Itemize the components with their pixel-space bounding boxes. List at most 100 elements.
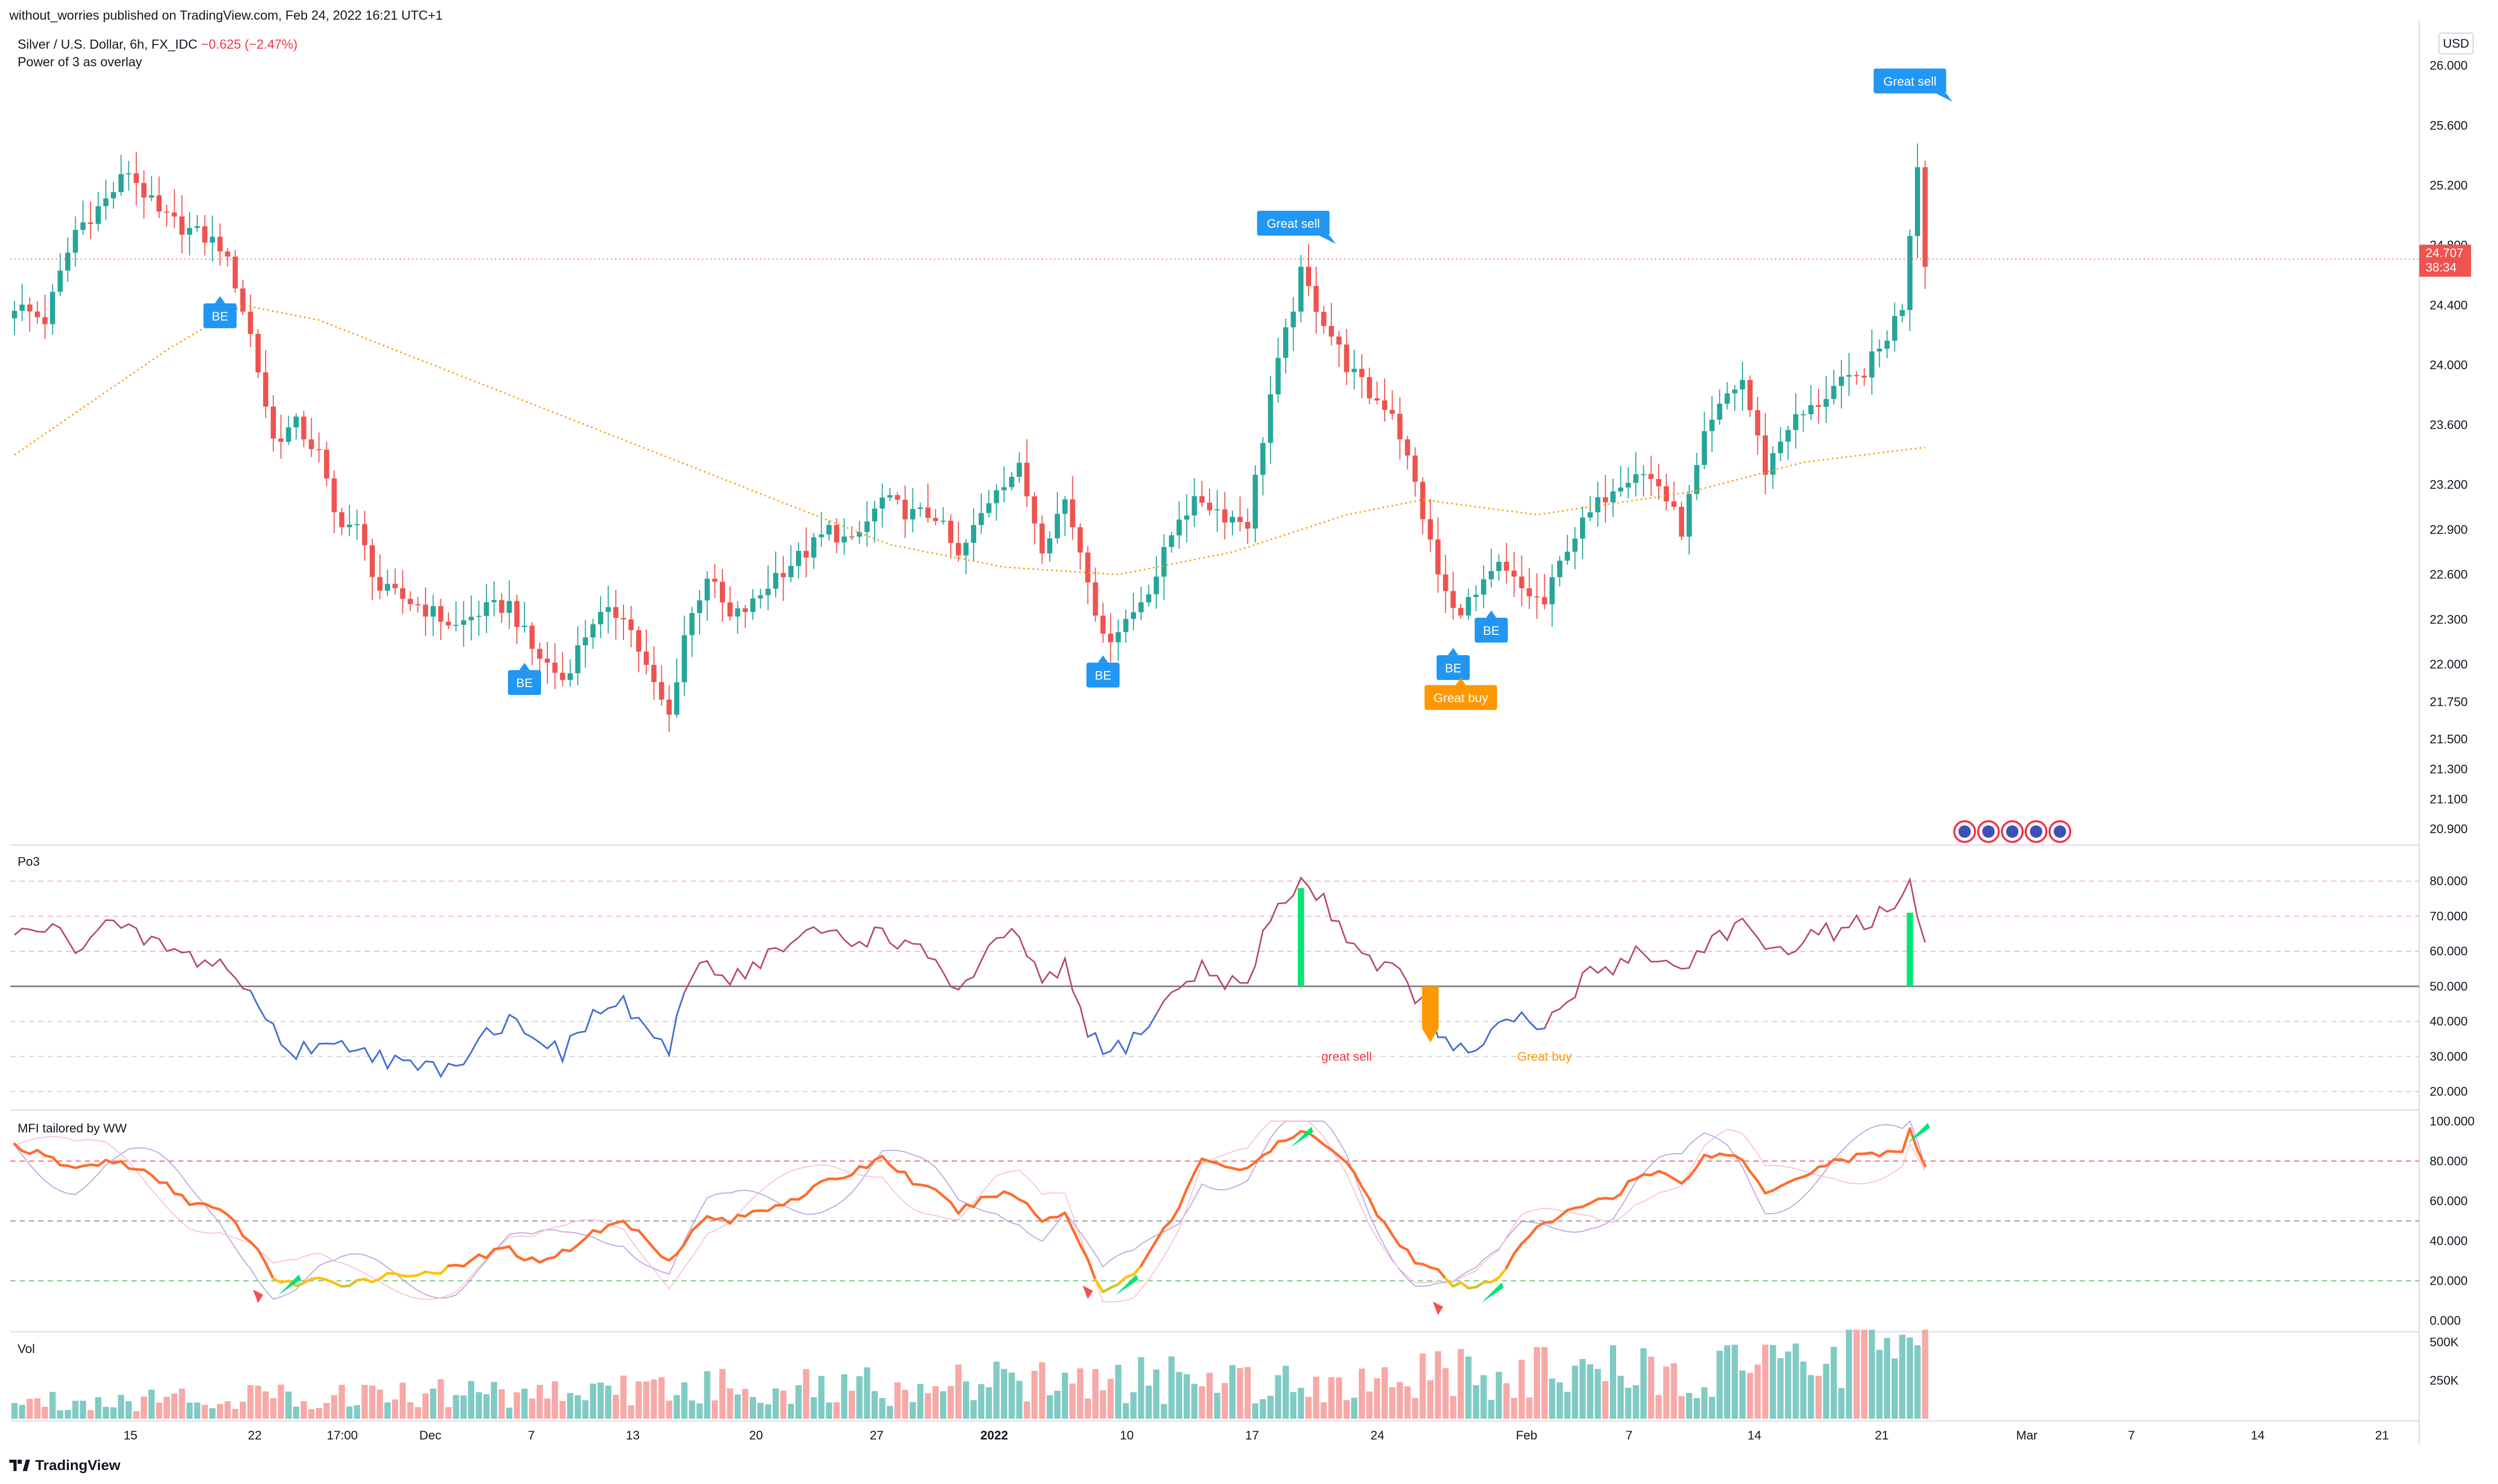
volume-bar	[1831, 1347, 1837, 1419]
volume-bar	[1084, 1398, 1091, 1419]
last-price-label	[2419, 244, 2471, 277]
volume-bar	[1222, 1383, 1228, 1419]
candle-body	[803, 550, 809, 558]
mfi-signal-wedge	[1290, 1127, 1314, 1148]
volume-bar	[240, 1402, 246, 1419]
candle-body	[1610, 491, 1616, 503]
signal-pointer	[1936, 93, 1953, 102]
candle-body	[1640, 474, 1646, 475]
candle-body	[453, 624, 459, 626]
mfi-line-segment	[74, 1165, 84, 1169]
volume-bar	[460, 1395, 467, 1419]
mfi-line-segment	[957, 1203, 967, 1215]
po3-axis-tick: 60.000	[2430, 944, 2467, 958]
volume-bar	[1693, 1398, 1700, 1419]
candle-body	[134, 173, 139, 183]
candle-body	[583, 637, 588, 646]
volume-bar	[567, 1393, 574, 1419]
mfi-line-segment	[645, 1238, 656, 1250]
volume-bar	[1191, 1384, 1198, 1419]
mfi-line-segment	[1170, 1206, 1181, 1222]
mfi-line-segment	[219, 1208, 229, 1216]
mfi-signal-wedge	[1907, 1123, 1930, 1144]
candle-body	[1785, 430, 1791, 442]
volume-bar	[1838, 1388, 1845, 1419]
candle-body	[895, 495, 901, 500]
mfi-line-segment	[569, 1243, 579, 1253]
volume-bar	[521, 1388, 528, 1419]
signal-pointer	[214, 296, 225, 303]
volume-bar	[1846, 1330, 1852, 1419]
time-axis-tick: 20	[749, 1429, 763, 1443]
mfi-line-segment	[1733, 1154, 1744, 1161]
volume-bar	[841, 1374, 848, 1419]
candle-body	[385, 584, 390, 591]
candle-body	[202, 226, 208, 243]
tradingview-logo[interactable]: TradingView	[9, 1457, 120, 1474]
candle-body	[712, 578, 718, 582]
volume-bar	[1252, 1403, 1259, 1419]
candle-body	[514, 601, 520, 627]
volume-bar	[803, 1369, 809, 1419]
candle-body	[1747, 380, 1753, 411]
price-axis-tick: 20.900	[2430, 822, 2467, 836]
candle-body	[1823, 399, 1829, 407]
candle-body	[521, 625, 527, 627]
volume-bar	[1549, 1378, 1556, 1419]
volume-bar	[125, 1401, 132, 1419]
volume-bar	[887, 1406, 893, 1419]
mfi-line-segment	[1269, 1140, 1280, 1153]
volume-bar	[1389, 1387, 1396, 1419]
mfi-line-segment	[1916, 1148, 1927, 1168]
po3-buy-bar	[1422, 986, 1439, 1043]
candle-body	[1534, 596, 1540, 598]
volume-bar	[300, 1401, 307, 1419]
candle-body	[126, 173, 132, 174]
volume-bar	[232, 1408, 239, 1419]
volume-bar	[1473, 1385, 1479, 1419]
candle-body	[1313, 286, 1319, 312]
candle-body	[545, 659, 550, 663]
volume-bar	[1648, 1356, 1654, 1419]
volume-bar	[26, 1399, 33, 1419]
volume-bar	[985, 1387, 992, 1419]
mfi-axis-tick: 80.000	[2430, 1154, 2467, 1168]
candle-body	[697, 600, 702, 613]
mfi-line-segment	[1185, 1171, 1196, 1190]
volume-bar	[1488, 1400, 1494, 1419]
mfi-line-segment	[782, 1198, 792, 1207]
volume-bar	[1176, 1372, 1183, 1419]
volume-bar	[1259, 1399, 1266, 1419]
volume-bar	[278, 1385, 284, 1419]
candle-body	[971, 525, 977, 543]
mfi-line-segment	[1908, 1127, 1919, 1152]
volume-bar	[978, 1384, 984, 1419]
candle-body	[118, 174, 124, 193]
mfi-line-segment	[812, 1180, 823, 1187]
candle-body	[72, 229, 78, 253]
mfi-line-segment	[1520, 1235, 1531, 1245]
volume-bar	[1815, 1375, 1822, 1419]
volume-bar	[1884, 1337, 1891, 1419]
po3-low-segment	[250, 990, 472, 1079]
volume-bar	[1115, 1364, 1122, 1419]
candle-body	[560, 673, 565, 680]
volume-bar	[49, 1392, 56, 1419]
po3-pane-title: Po3	[18, 855, 40, 869]
economic-event-icon	[2030, 825, 2042, 838]
candle-body	[309, 439, 314, 449]
mfi-oscillator-line	[14, 1120, 1926, 1300]
be-signal-label	[1086, 662, 1120, 688]
mfi-line-segment	[1680, 1175, 1691, 1185]
mfi-line-segment	[1650, 1170, 1660, 1176]
candle-body	[240, 288, 245, 312]
candle-body	[19, 304, 25, 311]
volume-bar	[551, 1381, 558, 1419]
mfi-line-segment	[1315, 1137, 1325, 1146]
mfi-line-segment	[1406, 1248, 1417, 1264]
candle-body	[1329, 326, 1334, 337]
volume-bar	[894, 1382, 901, 1419]
candle-body	[613, 607, 619, 618]
candle-body	[1207, 502, 1212, 511]
